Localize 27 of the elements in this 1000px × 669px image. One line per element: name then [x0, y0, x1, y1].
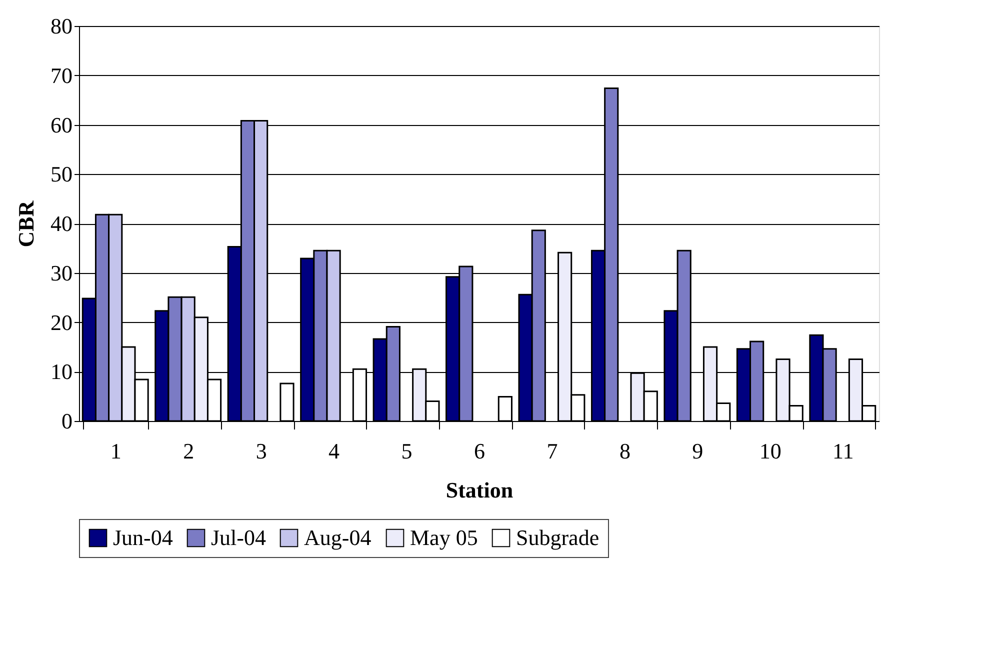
x-tick-label: 4 — [328, 438, 340, 464]
y-tick-label: 0 — [62, 408, 72, 434]
y-tick-label: 70 — [50, 62, 72, 88]
legend-label: Aug-04 — [304, 525, 372, 550]
y-tick-label: 20 — [50, 310, 72, 335]
x-tick-label: 7 — [546, 438, 558, 464]
legend-label: Jun-04 — [113, 525, 173, 550]
x-tick-label: 6 — [474, 438, 485, 464]
y-tick-label: 10 — [50, 359, 72, 384]
x-tick-label: 2 — [183, 438, 194, 464]
legend-label: Subgrade — [516, 525, 600, 550]
x-axis-title: Station — [446, 478, 514, 502]
y-tick-label: 50 — [50, 162, 72, 187]
x-tick-label: 3 — [256, 438, 267, 464]
y-tick-label: 40 — [50, 211, 72, 236]
x-tick-label: 1 — [110, 438, 122, 464]
x-tick-label: 11 — [832, 438, 854, 464]
x-tick-label: 10 — [759, 438, 782, 464]
legend-label: May 05 — [410, 525, 478, 550]
y-tick-label: 30 — [50, 260, 72, 286]
y-axis-title: CBR — [14, 200, 38, 248]
y-tick-label: 60 — [50, 112, 72, 138]
y-tick-label: 80 — [50, 14, 72, 38]
x-tick-label: 9 — [692, 438, 704, 464]
x-tick-label: 8 — [619, 438, 630, 464]
x-tick-label: 5 — [401, 438, 412, 464]
legend-label: Jul-04 — [211, 525, 266, 550]
